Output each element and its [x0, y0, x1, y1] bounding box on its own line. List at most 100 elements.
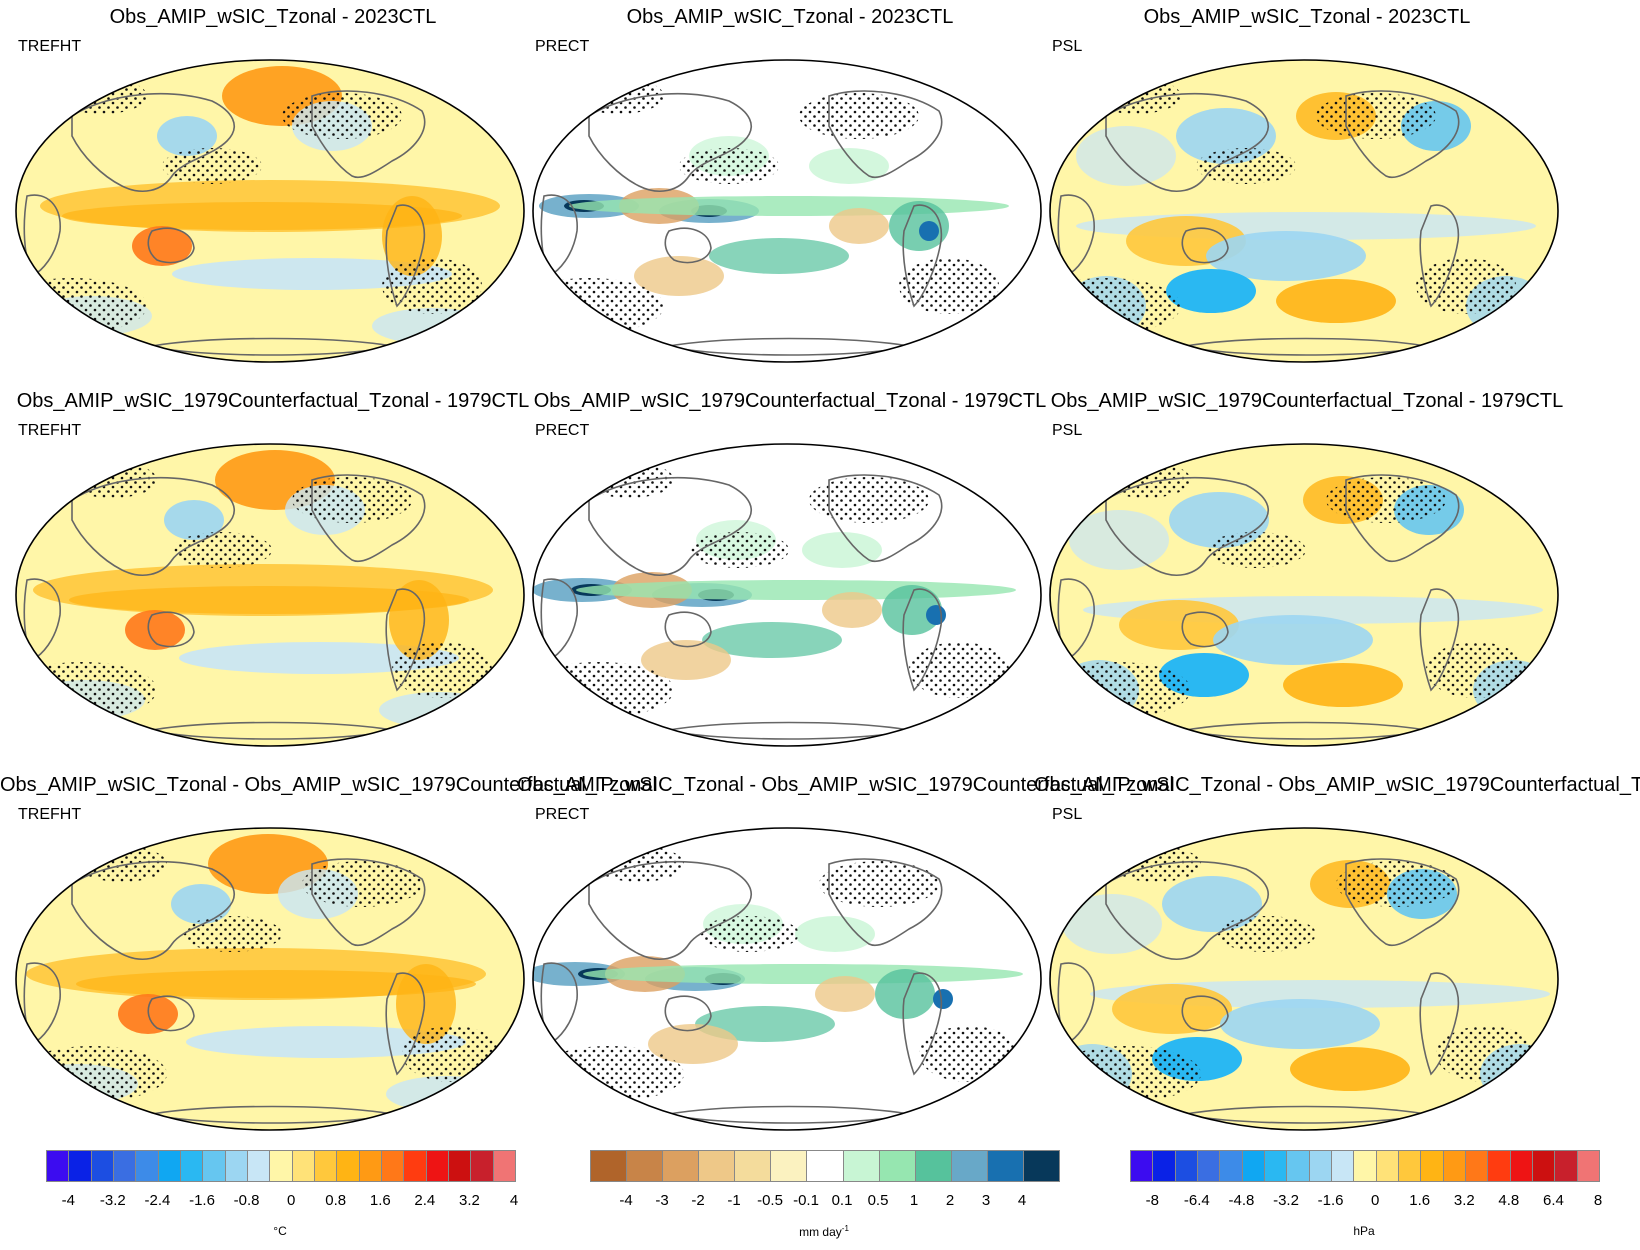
colorbar-tick-label: -1.6: [189, 1192, 215, 1209]
panel-title: Obs_AMIP_wSIC_Tzonal - Obs_AMIP_wSIC_197…: [517, 774, 1174, 796]
panel-r3-prect: Obs_AMIP_wSIC_Tzonal - Obs_AMIP_wSIC_197…: [517, 768, 1174, 1152]
colorbar-tick-label: 4: [509, 1192, 519, 1209]
anomaly-contour: [125, 610, 185, 650]
anomaly-contour: [576, 580, 1016, 600]
coastline: [147, 611, 195, 648]
coastline: [1105, 93, 1269, 192]
anomaly-contour: [1166, 269, 1256, 313]
anomaly-contour: [1162, 876, 1262, 932]
anomaly-contour: [164, 500, 224, 540]
significance-stippling: [819, 861, 939, 907]
colorbar-swatch: [247, 1151, 271, 1181]
colorbar-psl: -8 -6.4 -4.8 -3.2 -1.6 0 1.6 3.2 4.8 6.4 8 hPa: [1130, 1150, 1602, 1250]
global-map-prect: [532, 443, 1042, 747]
panel-r2-psl: Obs_AMIP_wSIC_1979Counterfactual_Tzonal …: [1034, 384, 1580, 768]
colorbar-swatch: [381, 1151, 405, 1181]
significance-stippling: [799, 93, 919, 139]
colorbar-swatch: [591, 1151, 628, 1181]
colorbar-swatch: [493, 1151, 515, 1181]
significance-stippling: [282, 93, 402, 139]
anomaly-contour: [1112, 984, 1232, 1034]
colorbar-swatch: [180, 1151, 204, 1181]
coastline: [71, 93, 235, 192]
colorbar-tick-label: -0.8: [233, 1192, 260, 1209]
panel-r2-trefht: Obs_AMIP_wSIC_1979Counterfactual_Tzonal …: [0, 384, 546, 768]
colorbar-unit-label: °C: [273, 1224, 287, 1238]
colorbar-tick-label: -2: [691, 1192, 705, 1209]
significance-stippling: [1196, 148, 1296, 184]
anomaly-contour: [76, 970, 476, 998]
colorbar-swatch: [1465, 1151, 1489, 1181]
panel-r2-prect: Obs_AMIP_wSIC_1979Counterfactual_Tzonal …: [517, 384, 1063, 768]
colorbar-swatch: [663, 1151, 700, 1181]
global-map-trefht: [15, 59, 525, 363]
panel-title: Obs_AMIP_wSIC_Tzonal - 2023CTL: [109, 6, 437, 28]
anomaly-contour: [1206, 231, 1366, 281]
significance-stippling: [162, 148, 262, 184]
coastline: [311, 858, 426, 947]
panel-title: Obs_AMIP_wSIC_Tzonal - Obs_AMIP_wSIC_197…: [0, 774, 657, 796]
significance-stippling: [182, 916, 282, 952]
panel-variable-label: PSL: [1052, 422, 1083, 439]
panel-r3-psl: Obs_AMIP_wSIC_Tzonal - Obs_AMIP_wSIC_197…: [1034, 768, 1640, 1152]
colorbar-tick-label: -4.8: [1228, 1192, 1255, 1209]
map-outline: [532, 59, 1042, 363]
coastline: [588, 861, 752, 960]
colorbar-tick-label: -8: [1145, 1192, 1159, 1209]
significance-stippling: [17, 1046, 167, 1102]
coastline: [71, 477, 235, 576]
colorbar-tick-label: 1: [909, 1192, 919, 1209]
colorbar-tick-label: -3.2: [1273, 1192, 1299, 1209]
colorbar-tick-label: 3: [981, 1192, 991, 1209]
colorbar-swatch: [1354, 1151, 1377, 1181]
coastline: [1419, 972, 1460, 1076]
significance-stippling: [899, 258, 999, 314]
coastline: [588, 93, 752, 192]
anomaly-contour: [1062, 894, 1162, 954]
colorbar-swatch: [951, 1151, 988, 1181]
anomaly-contour: [829, 208, 889, 244]
colorbar-tick-label: -4: [61, 1192, 75, 1209]
panel-title: Obs_AMIP_wSIC_1979Counterfactual_Tzonal …: [1050, 390, 1564, 412]
colorbar-swatch: [843, 1151, 880, 1181]
anomaly-contour: [926, 605, 946, 625]
colorbar-swatch: [337, 1151, 360, 1181]
colorbar-tick-label: -1.6: [1317, 1192, 1344, 1209]
colorbar-tick-label: -1: [727, 1192, 741, 1209]
anomaly-contour: [186, 1026, 466, 1058]
coastline: [588, 477, 752, 576]
colorbar-cells: [1130, 1150, 1600, 1182]
panel-variable-label: PSL: [1052, 806, 1083, 823]
colorbar-swatch: [879, 1151, 916, 1181]
anomaly-contour: [157, 116, 217, 156]
significance-stippling: [679, 148, 779, 184]
colorbar-swatch: [1532, 1151, 1556, 1181]
colorbar-tick-label: 4: [1017, 1192, 1027, 1209]
colorbar-tick-label: 4.8: [1498, 1192, 1520, 1209]
coastline: [664, 227, 712, 264]
coastline: [385, 588, 426, 692]
coastline: [71, 861, 235, 960]
colorbar-tick-label: 0: [286, 1192, 296, 1209]
colorbar-unit-label: hPa: [1353, 1224, 1375, 1238]
panel-variable-label: PRECT: [535, 38, 590, 55]
colorbar-swatch: [203, 1151, 226, 1181]
significance-stippling: [534, 1046, 684, 1102]
colorbar-cells: [590, 1150, 1060, 1182]
map-outline: [15, 827, 525, 1131]
colorbar-swatch: [1287, 1151, 1310, 1181]
colorbar-tick-label: 8: [1593, 1192, 1603, 1209]
coastline: [540, 194, 578, 278]
colorbar-swatch: [1331, 1151, 1355, 1181]
anomaly-contour: [62, 202, 462, 230]
anomaly-contour: [795, 916, 875, 952]
colorbar-tick-label: 6.4: [1542, 1192, 1564, 1209]
map-outline: [15, 443, 525, 747]
colorbar-swatch: [225, 1151, 248, 1181]
coastline: [1419, 588, 1460, 692]
colorbar-swatch: [1376, 1151, 1399, 1181]
colorbar-swatch: [91, 1151, 114, 1181]
global-map-trefht: [15, 827, 525, 1131]
colorbar-swatch: [359, 1151, 382, 1181]
anomaly-contour: [875, 969, 935, 1019]
